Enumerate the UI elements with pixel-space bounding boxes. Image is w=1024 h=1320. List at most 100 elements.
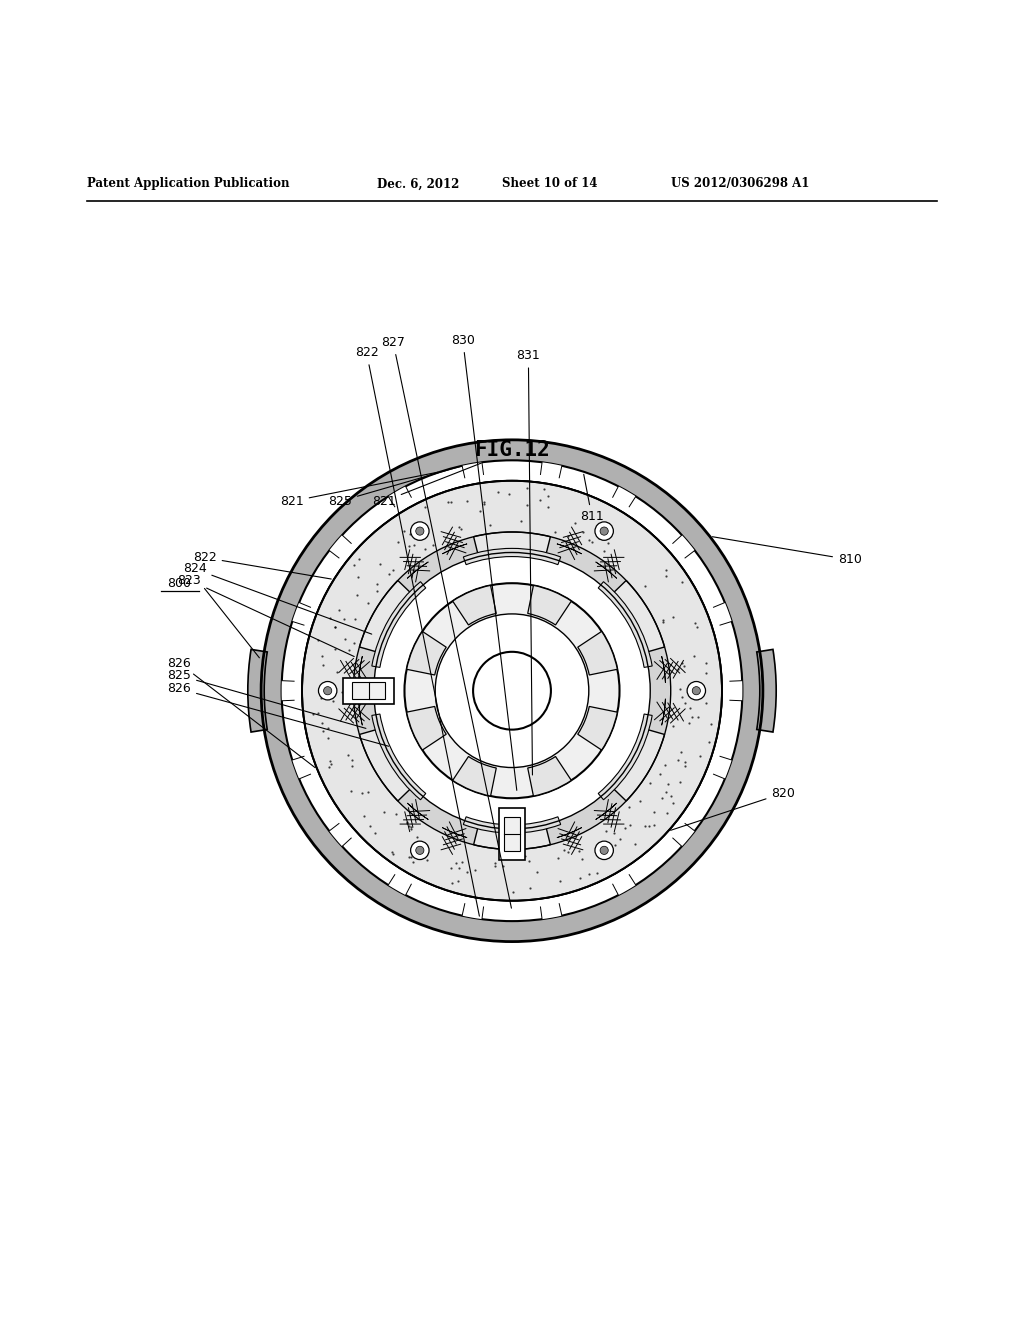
Text: 822: 822	[193, 552, 331, 579]
Wedge shape	[662, 656, 666, 682]
Wedge shape	[462, 462, 483, 478]
Text: 825: 825	[328, 466, 462, 508]
Text: 826: 826	[167, 682, 389, 746]
Wedge shape	[354, 533, 670, 843]
Circle shape	[416, 527, 424, 535]
Circle shape	[411, 841, 429, 859]
Wedge shape	[372, 582, 426, 668]
Wedge shape	[598, 714, 652, 800]
Wedge shape	[612, 875, 636, 895]
Wedge shape	[388, 486, 412, 507]
Wedge shape	[463, 817, 561, 833]
Wedge shape	[462, 904, 483, 919]
Wedge shape	[557, 544, 582, 554]
Wedge shape	[612, 486, 636, 507]
Text: Patent Application Publication: Patent Application Publication	[87, 177, 290, 190]
Wedge shape	[407, 706, 446, 750]
Wedge shape	[398, 533, 670, 849]
Polygon shape	[500, 808, 524, 859]
Wedge shape	[611, 729, 665, 801]
Wedge shape	[354, 537, 670, 849]
Wedge shape	[329, 535, 351, 558]
Wedge shape	[541, 904, 562, 919]
Text: 830: 830	[451, 334, 517, 791]
Circle shape	[473, 652, 551, 730]
Wedge shape	[388, 875, 412, 895]
Circle shape	[692, 686, 700, 694]
Wedge shape	[354, 537, 670, 849]
Circle shape	[411, 521, 429, 540]
Circle shape	[687, 681, 706, 700]
Wedge shape	[359, 729, 413, 801]
Wedge shape	[527, 585, 571, 624]
Circle shape	[600, 846, 608, 854]
Wedge shape	[673, 824, 695, 846]
Wedge shape	[453, 756, 497, 796]
Text: 821: 821	[280, 473, 438, 508]
Wedge shape	[714, 602, 732, 626]
Text: US 2012/0306298 A1: US 2012/0306298 A1	[671, 177, 809, 190]
Wedge shape	[358, 656, 362, 682]
Text: Sheet 10 of 14: Sheet 10 of 14	[502, 177, 597, 190]
Wedge shape	[372, 714, 426, 800]
Circle shape	[318, 681, 337, 700]
Text: 825: 825	[167, 669, 366, 729]
Wedge shape	[757, 649, 776, 733]
Wedge shape	[302, 480, 722, 900]
Wedge shape	[407, 631, 446, 675]
Wedge shape	[282, 681, 294, 701]
Polygon shape	[504, 817, 520, 850]
Wedge shape	[354, 533, 626, 849]
Circle shape	[595, 521, 613, 540]
Text: 826: 826	[167, 656, 315, 768]
Wedge shape	[730, 681, 742, 701]
Polygon shape	[352, 682, 385, 700]
Wedge shape	[442, 544, 467, 554]
Circle shape	[600, 527, 608, 535]
Wedge shape	[714, 756, 732, 779]
Wedge shape	[408, 803, 428, 820]
Wedge shape	[527, 756, 571, 796]
Wedge shape	[541, 462, 562, 478]
Wedge shape	[302, 480, 722, 900]
Wedge shape	[598, 582, 652, 668]
Wedge shape	[596, 562, 616, 578]
Wedge shape	[358, 698, 362, 725]
Wedge shape	[662, 698, 666, 725]
Wedge shape	[292, 756, 310, 779]
Wedge shape	[329, 824, 351, 846]
Wedge shape	[474, 825, 550, 850]
Polygon shape	[343, 678, 394, 704]
Text: 820: 820	[671, 787, 796, 830]
Wedge shape	[408, 562, 428, 578]
Text: 827: 827	[381, 337, 511, 908]
Text: FIG.12: FIG.12	[474, 440, 550, 461]
Wedge shape	[248, 649, 267, 733]
Wedge shape	[463, 548, 561, 565]
Wedge shape	[557, 828, 582, 838]
Text: 824: 824	[182, 562, 372, 634]
Text: 821: 821	[372, 463, 481, 508]
Wedge shape	[673, 535, 695, 558]
Wedge shape	[578, 631, 617, 675]
Wedge shape	[453, 585, 497, 624]
Wedge shape	[261, 440, 763, 941]
Wedge shape	[359, 581, 413, 652]
Circle shape	[416, 846, 424, 854]
Text: 823: 823	[177, 574, 354, 656]
Wedge shape	[578, 706, 617, 750]
Wedge shape	[474, 532, 550, 557]
Text: 831: 831	[516, 350, 541, 775]
Wedge shape	[292, 602, 310, 626]
Text: 822: 822	[354, 346, 479, 916]
Circle shape	[324, 686, 332, 694]
Wedge shape	[611, 581, 665, 652]
Text: 811: 811	[580, 474, 604, 523]
Circle shape	[595, 841, 613, 859]
Text: 800: 800	[167, 577, 191, 590]
Circle shape	[435, 614, 589, 767]
Circle shape	[302, 480, 722, 900]
Text: 810: 810	[713, 537, 862, 566]
Text: Dec. 6, 2012: Dec. 6, 2012	[377, 177, 459, 190]
Wedge shape	[354, 533, 670, 843]
